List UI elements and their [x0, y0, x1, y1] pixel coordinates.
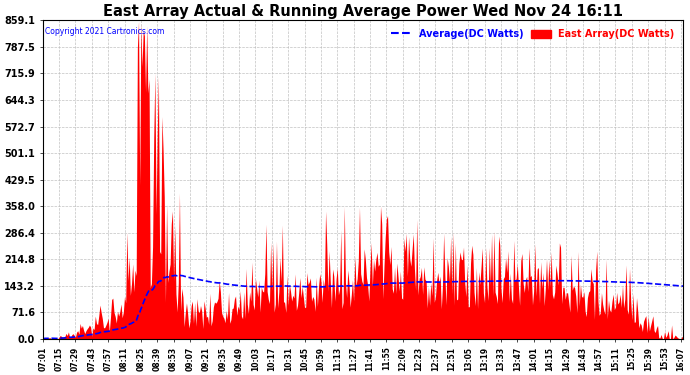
- Legend: Average(DC Watts), East Array(DC Watts): Average(DC Watts), East Array(DC Watts): [388, 25, 678, 43]
- Title: East Array Actual & Running Average Power Wed Nov 24 16:11: East Array Actual & Running Average Powe…: [103, 4, 623, 19]
- Text: Copyright 2021 Cartronics.com: Copyright 2021 Cartronics.com: [45, 27, 164, 36]
